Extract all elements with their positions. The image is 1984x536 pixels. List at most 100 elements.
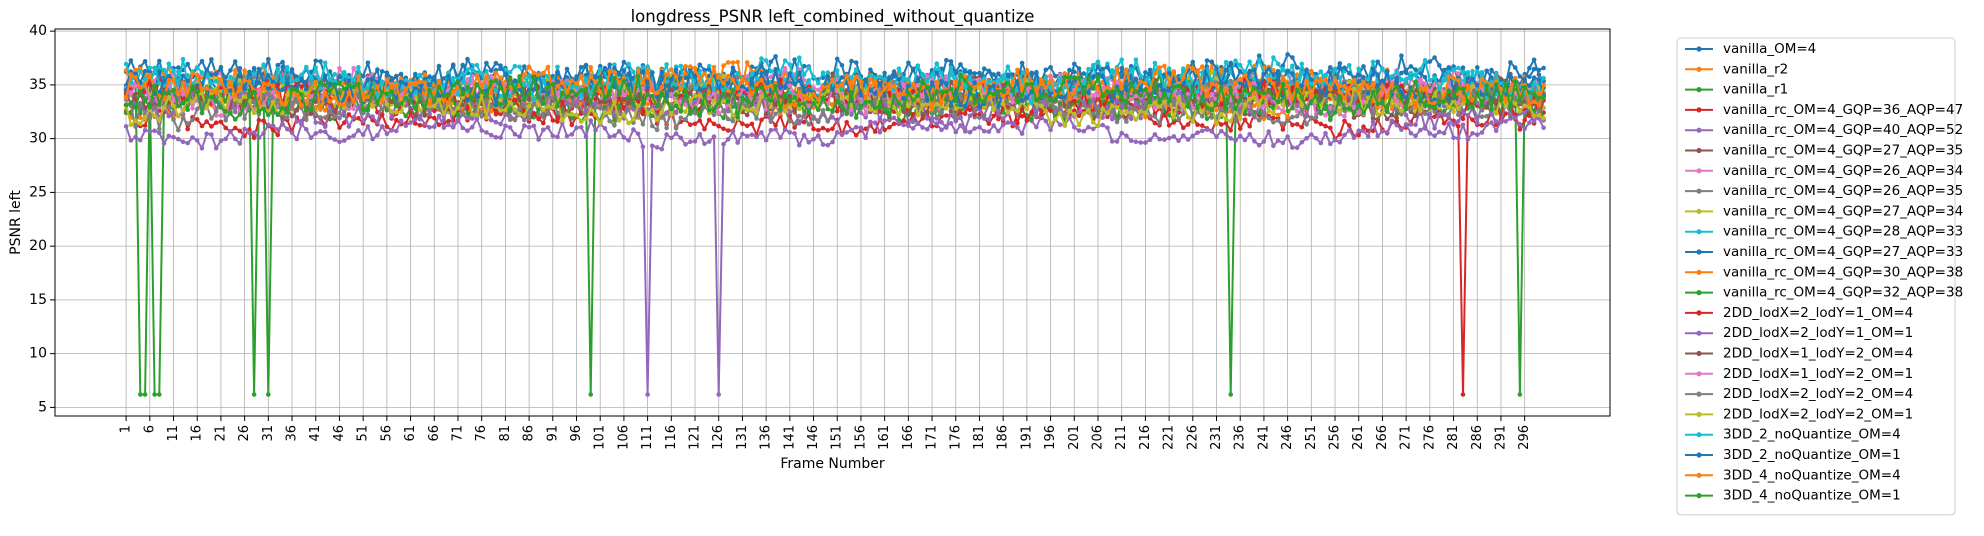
data-point [370,136,375,142]
data-point [1152,132,1158,137]
data-point [176,65,181,70]
data-point [413,71,418,77]
data-point [522,64,527,69]
data-point [1531,66,1537,72]
data-point [545,125,551,130]
data-point [673,131,679,136]
data-point [152,392,157,397]
data-point [1318,121,1324,127]
data-point [1446,121,1452,126]
data-point [360,118,366,124]
data-point [1437,111,1442,117]
data-point [725,108,731,114]
data-point [389,99,394,104]
data-point [621,135,627,140]
data-point [1465,113,1471,118]
data-point [1076,113,1082,119]
data-point [621,68,627,73]
data-point [849,127,854,133]
data-point [1280,63,1286,68]
data-point [422,121,428,127]
data-point [1413,122,1418,128]
data-point [138,137,143,143]
data-point [199,146,205,151]
data-point [906,118,911,124]
data-point [1493,71,1499,77]
data-point [1389,112,1395,118]
data-point [493,60,499,66]
data-point [839,63,845,68]
data-point [1147,67,1153,73]
data-point [877,129,883,135]
data-point [730,129,736,134]
data-point [1332,137,1338,143]
data-point [744,74,750,79]
data-point [1475,65,1480,70]
data-point [744,60,750,65]
data-point [185,140,190,146]
data-point [408,120,413,125]
data-point [844,130,849,135]
data-point [958,114,963,120]
data-point [365,77,371,82]
data-point [1351,135,1357,141]
data-point [721,73,726,79]
data-point [446,122,451,127]
data-point [730,60,736,65]
data-point [996,111,1001,117]
data-point [1422,126,1428,131]
data-point [768,104,774,110]
data-point [1432,109,1437,114]
data-point [1005,64,1011,69]
data-point [1119,130,1124,136]
data-point [849,112,854,117]
data-point [1328,141,1333,147]
data-point [1181,125,1186,131]
data-point [801,132,807,138]
data-point [185,61,190,67]
data-point [1356,128,1361,133]
data-point [360,132,366,137]
chart-title: longdress_PSNR left_combined_without_qua… [631,7,1035,27]
data-point [299,122,304,127]
data-point [512,132,518,137]
data-point [133,83,138,88]
data-point [194,117,200,122]
data-point [650,143,655,149]
data-point [479,128,485,133]
data-point [398,71,404,77]
data-point [792,109,797,114]
data-point [484,130,489,135]
data-point [1290,145,1295,150]
data-point [1275,81,1281,87]
data-point [1437,129,1442,135]
data-point [1465,137,1471,142]
data-point [896,120,902,126]
data-point [1347,128,1352,133]
data-point [740,121,745,127]
data-point [1508,60,1513,65]
data-point [744,133,750,139]
data-point [1299,139,1305,145]
data-point [176,136,181,142]
data-point [1228,78,1233,84]
data-point [981,129,987,134]
data-point [133,134,138,140]
data-point [1460,122,1466,128]
data-point [455,112,461,118]
data-point [161,67,167,73]
data-point [517,64,522,70]
data-point [1503,119,1508,124]
data-point [285,126,290,132]
data-point [607,98,612,104]
data-point [853,60,859,65]
data-point [1380,128,1385,134]
data-point [1318,140,1324,146]
data-point [967,113,973,118]
data-point [1441,67,1447,73]
data-point [1162,113,1167,118]
data-point [920,125,925,130]
data-point [1095,59,1101,64]
data-point [1019,60,1025,66]
data-point [436,63,442,69]
